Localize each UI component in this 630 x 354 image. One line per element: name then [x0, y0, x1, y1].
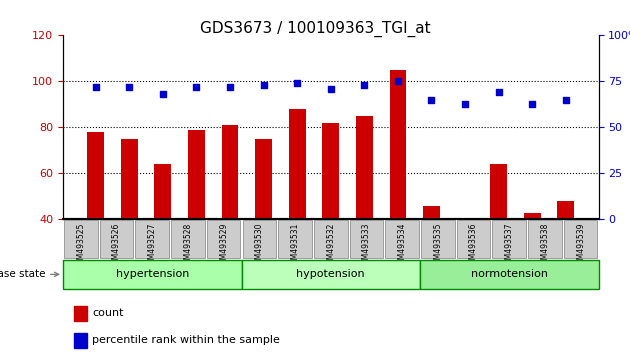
Text: GSM493536: GSM493536 [469, 223, 478, 269]
Text: GSM493535: GSM493535 [433, 223, 442, 269]
Text: GSM493530: GSM493530 [255, 223, 264, 269]
Bar [255, 139, 272, 312]
FancyBboxPatch shape [386, 220, 419, 258]
Bar [423, 206, 440, 312]
Bar [490, 164, 507, 312]
Point [561, 97, 571, 103]
Bar [74, 306, 87, 321]
FancyBboxPatch shape [207, 220, 241, 258]
FancyBboxPatch shape [171, 220, 205, 258]
Point [225, 84, 235, 90]
Text: GSM493538: GSM493538 [541, 223, 549, 269]
Text: GSM493533: GSM493533 [362, 223, 371, 269]
FancyBboxPatch shape [528, 220, 562, 258]
Bar [88, 132, 104, 312]
FancyBboxPatch shape [64, 220, 98, 258]
Text: hypertension: hypertension [115, 269, 189, 279]
Point [292, 80, 302, 86]
Bar [356, 116, 373, 312]
Bar [222, 125, 238, 312]
Bar [74, 333, 87, 348]
FancyBboxPatch shape [493, 220, 526, 258]
Point [393, 79, 403, 84]
FancyBboxPatch shape [314, 220, 348, 258]
FancyBboxPatch shape [243, 220, 276, 258]
Point [460, 101, 470, 106]
Bar [121, 139, 138, 312]
Bar [323, 123, 339, 312]
Text: GSM493534: GSM493534 [398, 223, 406, 269]
Bar [457, 219, 473, 312]
Text: percentile rank within the sample: percentile rank within the sample [93, 335, 280, 345]
Point [91, 84, 101, 90]
Bar [389, 70, 406, 312]
Bar [524, 212, 541, 312]
FancyBboxPatch shape [63, 260, 241, 289]
Text: GSM493531: GSM493531 [290, 223, 299, 269]
FancyBboxPatch shape [457, 220, 490, 258]
Text: GDS3673 / 100109363_TGI_at: GDS3673 / 100109363_TGI_at [200, 21, 430, 38]
Bar [188, 130, 205, 312]
Text: GSM493537: GSM493537 [505, 223, 513, 269]
FancyBboxPatch shape [278, 220, 312, 258]
Bar [558, 201, 574, 312]
Point [158, 91, 168, 97]
Text: GSM493529: GSM493529 [219, 223, 228, 269]
Text: normotension: normotension [471, 269, 547, 279]
Text: GSM493527: GSM493527 [148, 223, 157, 269]
Bar [289, 109, 306, 312]
FancyBboxPatch shape [241, 260, 420, 289]
Text: GSM493539: GSM493539 [576, 223, 585, 269]
Bar [154, 164, 171, 312]
Text: GSM493528: GSM493528 [183, 223, 192, 269]
FancyBboxPatch shape [564, 220, 597, 258]
Point [493, 90, 503, 95]
Point [124, 84, 134, 90]
Point [326, 86, 336, 92]
FancyBboxPatch shape [135, 220, 169, 258]
FancyBboxPatch shape [420, 260, 598, 289]
Point [427, 97, 437, 103]
Point [527, 101, 537, 106]
FancyBboxPatch shape [100, 220, 134, 258]
Point [192, 84, 202, 90]
FancyBboxPatch shape [350, 220, 383, 258]
Text: count: count [93, 308, 124, 318]
Text: GSM493526: GSM493526 [112, 223, 121, 269]
FancyBboxPatch shape [421, 220, 455, 258]
Text: disease state: disease state [0, 269, 59, 279]
Text: GSM493532: GSM493532 [326, 223, 335, 269]
Point [359, 82, 369, 88]
Point [258, 82, 268, 88]
Text: hypotension: hypotension [297, 269, 365, 279]
Text: GSM493525: GSM493525 [76, 223, 85, 269]
